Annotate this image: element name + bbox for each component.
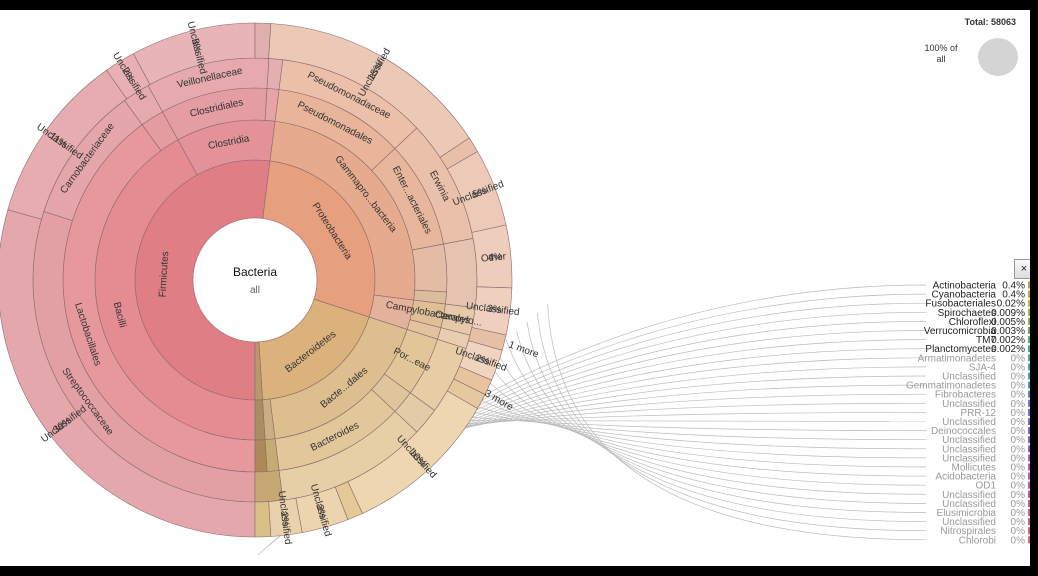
legend-value: 0% bbox=[1011, 408, 1026, 419]
legend-name[interactable]: Unclassified bbox=[942, 399, 996, 410]
legend-value: 0.003% bbox=[991, 326, 1025, 337]
total-percent-label: 100% of all bbox=[924, 43, 958, 64]
connector-line bbox=[454, 384, 927, 459]
legend-value: 0% bbox=[1011, 417, 1026, 428]
legend-name[interactable]: Acidobacteria bbox=[935, 472, 996, 483]
percent-label: 4% bbox=[488, 252, 504, 264]
legend-value: 0% bbox=[1011, 508, 1026, 519]
legend-value: 0.4% bbox=[1002, 281, 1025, 292]
wedge-label-other: Other bbox=[481, 251, 508, 264]
legend-value: 0% bbox=[1011, 463, 1026, 474]
legend-name[interactable]: Actinobacteria bbox=[933, 281, 997, 292]
legend-name[interactable]: Fusobacteriales bbox=[925, 299, 996, 310]
legend-value: 0.005% bbox=[991, 317, 1025, 328]
legend-name[interactable]: Unclassified bbox=[942, 417, 996, 428]
connector-line bbox=[485, 357, 927, 486]
connector-line bbox=[526, 321, 927, 522]
legend-name[interactable]: OD1 bbox=[975, 481, 996, 492]
legend-name[interactable]: Cyanobacteria bbox=[932, 290, 997, 301]
legend-value: 0% bbox=[1011, 490, 1026, 501]
legend-value: 0% bbox=[1011, 535, 1026, 546]
sunburst-wedges bbox=[0, 22, 513, 538]
legend-name[interactable]: SJA-4 bbox=[969, 362, 997, 373]
legend-value: 0% bbox=[1011, 353, 1026, 364]
frame-border-right bbox=[1030, 0, 1038, 576]
legend-name[interactable]: TM7 bbox=[976, 335, 996, 346]
connector-line bbox=[505, 339, 927, 504]
legend-value: 0% bbox=[1011, 481, 1026, 492]
legend-value: 0% bbox=[1011, 526, 1026, 537]
legend-name[interactable]: Deinococcales bbox=[931, 426, 996, 437]
wedge-minor[interactable] bbox=[254, 501, 272, 538]
legend-value: 0% bbox=[1011, 472, 1026, 483]
legend-name[interactable]: Fibrobacteres bbox=[935, 390, 996, 401]
legend-value: 0% bbox=[1011, 372, 1026, 383]
legend-value: 0% bbox=[1011, 435, 1026, 446]
legend-value: 0.002% bbox=[991, 344, 1025, 355]
legend-name[interactable]: Mollicutes bbox=[952, 463, 996, 474]
wedge-minor[interactable] bbox=[254, 22, 272, 59]
connector-line bbox=[464, 375, 927, 468]
legend-name[interactable]: Unclassified bbox=[942, 517, 996, 528]
legend-value: 0% bbox=[1011, 390, 1026, 401]
legend-name[interactable]: Elusimicrobia bbox=[937, 508, 997, 519]
connector-line bbox=[516, 330, 927, 513]
legend-value: 0% bbox=[1011, 362, 1026, 373]
connector-line bbox=[474, 366, 927, 477]
percent-label: 5% bbox=[471, 185, 489, 201]
legend: Actinobacteria 0.4% Cyanobacteria 0.4% Fusob… bbox=[906, 281, 1035, 546]
frame-border-bottom bbox=[0, 566, 1038, 576]
wedge-minor[interactable] bbox=[254, 439, 268, 473]
legend-name[interactable]: Unclassified bbox=[942, 372, 996, 383]
root-value: all bbox=[250, 285, 260, 296]
legend-name[interactable]: Unclassified bbox=[942, 435, 996, 446]
legend-value: 0.009% bbox=[991, 308, 1025, 319]
percent-label: 3% bbox=[487, 303, 503, 316]
legend-name[interactable]: Unclassified bbox=[942, 453, 996, 464]
percent-label: 2% bbox=[474, 353, 491, 368]
legend-name[interactable]: Unclassified bbox=[942, 490, 996, 501]
legend-value: 0% bbox=[1011, 499, 1026, 510]
more-label[interactable]: 1 more bbox=[507, 339, 540, 360]
legend-name[interactable]: Chlorobi bbox=[959, 535, 996, 546]
root-label: Bacteria bbox=[233, 265, 277, 279]
legend-name[interactable]: Planctomycetes bbox=[925, 344, 996, 355]
percent-label: 2% bbox=[278, 512, 291, 528]
legend-name[interactable]: Unclassified bbox=[942, 444, 996, 455]
legend-name[interactable]: Chloroflexi bbox=[949, 317, 996, 328]
percent-label: 3% bbox=[314, 504, 329, 521]
connector-line bbox=[547, 303, 927, 541]
legend-value: 0% bbox=[1011, 381, 1026, 392]
legend-value: 0% bbox=[1011, 444, 1026, 455]
total-count-label: Total: 58063 bbox=[964, 17, 1016, 27]
legend-value: 0.02% bbox=[997, 299, 1025, 310]
legend-name[interactable]: Nitrospirales bbox=[940, 526, 996, 537]
legend-value: 0% bbox=[1011, 426, 1026, 437]
legend-value: 0.002% bbox=[991, 335, 1025, 346]
legend-value: 0.4% bbox=[1002, 290, 1025, 301]
connector-line bbox=[444, 393, 927, 450]
connector-line bbox=[495, 348, 927, 495]
legend-value: 0% bbox=[1011, 453, 1026, 464]
wedge-minor[interactable] bbox=[411, 243, 448, 293]
root-disc[interactable] bbox=[192, 217, 318, 343]
wedge-label-firmicutes: Firmicutes bbox=[157, 251, 171, 298]
legend-name[interactable]: Gemmatimonadetes bbox=[906, 381, 996, 392]
legend-name[interactable]: PRR-12 bbox=[960, 408, 996, 419]
wedge-minor[interactable] bbox=[443, 238, 478, 309]
connector-line bbox=[536, 312, 927, 532]
total-pie-icon bbox=[978, 38, 1018, 76]
percent-label: 8% bbox=[189, 38, 203, 55]
legend-value: 0% bbox=[1011, 399, 1026, 410]
legend-name[interactable]: Spirochaetes bbox=[938, 308, 996, 319]
frame-border-top bbox=[0, 0, 1038, 10]
legend-name[interactable]: Verrucomicrobia bbox=[924, 326, 997, 337]
legend-value: 0% bbox=[1011, 517, 1026, 528]
legend-name[interactable]: Unclassified bbox=[942, 499, 996, 510]
legend-name[interactable]: Armatimonadetes bbox=[918, 353, 996, 364]
